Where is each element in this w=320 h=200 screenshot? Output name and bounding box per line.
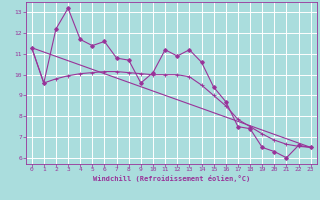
X-axis label: Windchill (Refroidissement éolien,°C): Windchill (Refroidissement éolien,°C) <box>92 175 250 182</box>
